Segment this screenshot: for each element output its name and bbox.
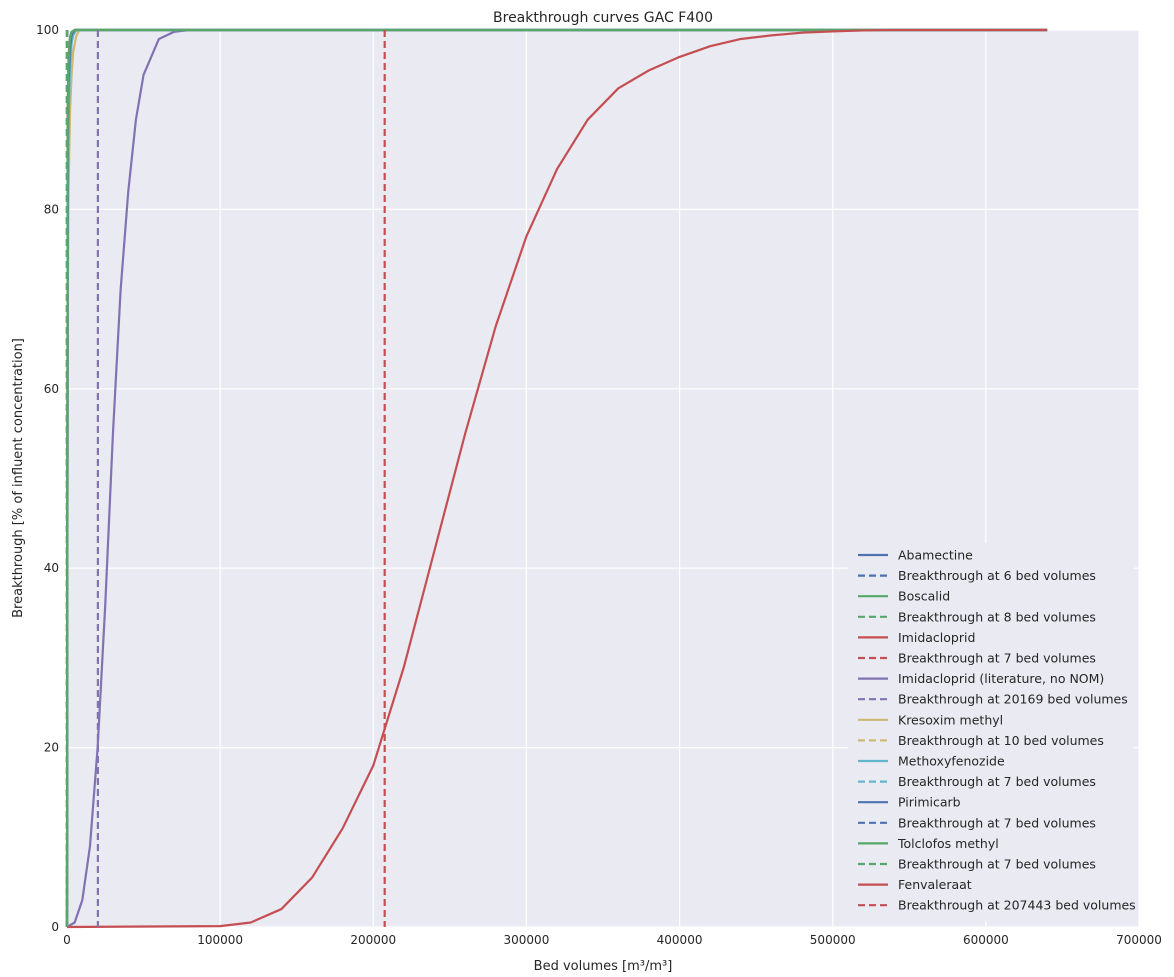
y-ticks: 0 20 40 60 80 100 [36, 23, 59, 934]
series-line-14 [65, 28, 1048, 928]
legend-entry: Breakthrough at 207443 bed volumes [898, 898, 1136, 913]
y-tick-label: 40 [44, 561, 59, 575]
legend-entry: Kresoxim methyl [898, 712, 1003, 727]
y-axis-label: Breakthrough [% of influent concentratio… [11, 338, 26, 618]
x-tick-label: 100000 [197, 933, 243, 947]
series-layer [65, 28, 1048, 929]
x-tick-label: 0 [63, 933, 71, 947]
x-axis-label: Bed volumes [m³/m³] [534, 959, 673, 974]
legend-entry: Breakthrough at 7 bed volumes [898, 857, 1096, 872]
legend-entry: Methoxyfenozide [898, 754, 1005, 769]
x-tick-label: 500000 [810, 933, 856, 947]
x-tick-label: 300000 [504, 933, 550, 947]
legend-entry: Boscalid [898, 589, 950, 604]
y-tick-label: 100 [36, 23, 59, 37]
y-tick-label: 80 [44, 202, 59, 216]
legend-entry: Imidacloprid (literature, no NOM) [898, 671, 1104, 686]
x-tick-label: 400000 [657, 933, 703, 947]
legend-entry: Pirimicarb [898, 795, 961, 810]
legend: Abamectine Breakthrough at 6 bed volumes B… [848, 543, 1136, 921]
y-tick-label: 20 [44, 741, 59, 755]
series-line-6 [66, 28, 1048, 928]
y-tick-label: 60 [44, 382, 59, 396]
x-tick-label: 200000 [350, 933, 396, 947]
legend-entry: Breakthrough at 7 bed volumes [898, 815, 1096, 830]
legend-entry: Breakthrough at 6 bed volumes [898, 568, 1096, 583]
legend-entry: Breakthrough at 7 bed volumes [898, 651, 1096, 666]
legend-entry: Breakthrough at 8 bed volumes [898, 609, 1096, 624]
legend-entry: Abamectine [898, 548, 973, 563]
legend-entry: Tolclofos methyl [897, 836, 999, 851]
legend-entry: Fenvaleraat [898, 877, 972, 892]
legend-entry: Breakthrough at 7 bed volumes [898, 774, 1096, 789]
legend-entry: Breakthrough at 10 bed volumes [898, 733, 1104, 748]
series-line-16 [66, 28, 1048, 929]
chart-title: Breakthrough curves GAC F400 [493, 10, 713, 26]
legend-entry: Imidacloprid [898, 630, 975, 645]
legend-box [848, 543, 1134, 921]
x-tick-label: 700000 [1116, 933, 1162, 947]
x-ticks: 0 100000 200000 300000 400000 500000 600000 700… [63, 933, 1162, 947]
x-tick-label: 600000 [963, 933, 1009, 947]
y-tick-label: 0 [51, 920, 59, 934]
legend-entry: Breakthrough at 20169 bed volumes [898, 692, 1128, 707]
